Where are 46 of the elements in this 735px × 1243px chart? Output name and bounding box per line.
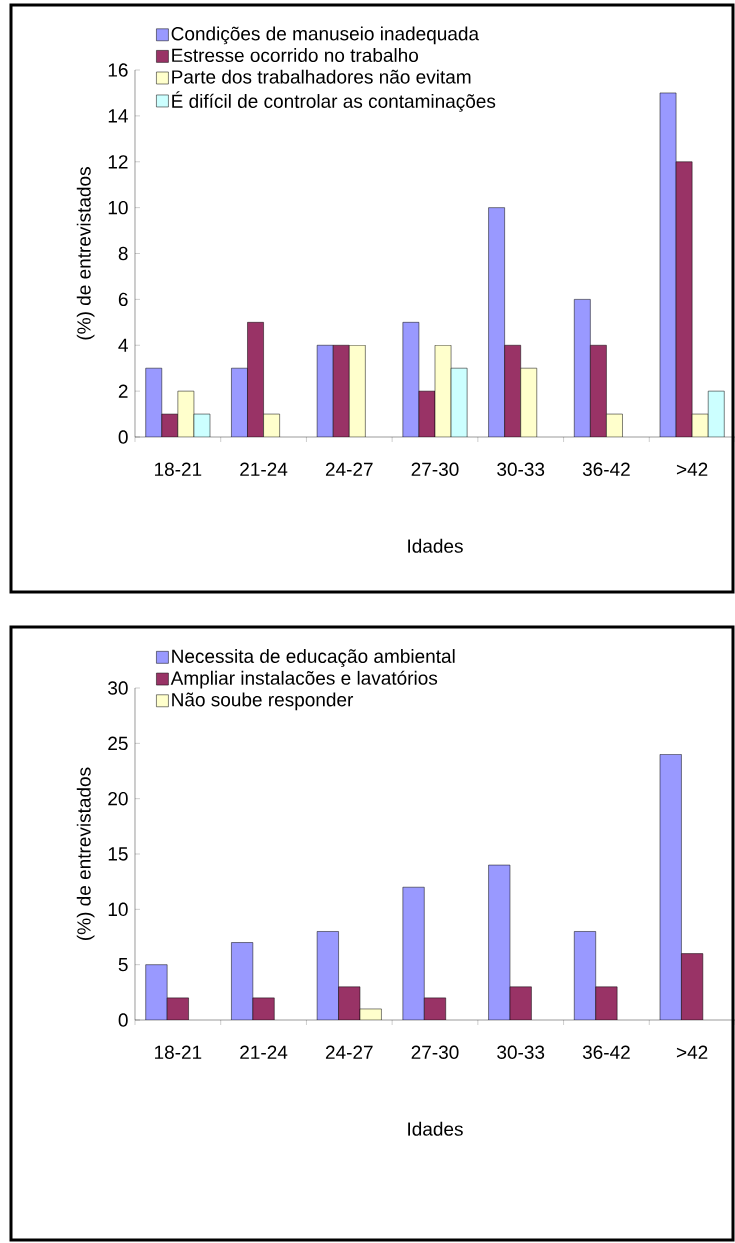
x-tick-label: 30-33 — [497, 1045, 545, 1059]
x-tick-label: 18-21 — [154, 1045, 202, 1059]
y-tick-label: 14 — [108, 109, 128, 123]
bar — [707, 390, 725, 438]
x-tick-label: >42 — [676, 462, 708, 476]
bar — [338, 986, 360, 1021]
bar — [509, 986, 532, 1021]
x-tick-label: 27-30 — [411, 1045, 459, 1059]
bar — [595, 986, 618, 1021]
y-axis-title: (%) de entrevistados — [76, 167, 95, 340]
x-tick-label: 18-21 — [154, 462, 202, 476]
x-tick-label: >42 — [676, 1045, 708, 1059]
legend-label: Ampliar instalacões e lavatórios — [170, 670, 438, 689]
y-tick-label: 25 — [108, 736, 128, 751]
y-tick-label: 10 — [108, 902, 128, 917]
y-tick-label: 16 — [108, 63, 128, 77]
x-tick-label: 24-27 — [325, 1045, 373, 1059]
legend-label: Estresse ocorrido no trabalho — [172, 48, 418, 63]
y-tick-label: 2 — [118, 384, 128, 398]
x-tick-label: 27-30 — [411, 462, 459, 476]
y-tick-label: 10 — [108, 200, 128, 215]
x-axis-title: Idades — [408, 538, 463, 553]
x-tick-label: 36-42 — [582, 1045, 630, 1059]
x-tick-label: 36-42 — [582, 462, 630, 476]
y-tick-label: 0 — [118, 430, 128, 444]
x-axis-title: Idades — [408, 1121, 463, 1136]
legend-label: É difícil de controlar as contaminações — [172, 91, 496, 112]
y-tick-label: 0 — [118, 1013, 128, 1027]
y-tick-label: 30 — [107, 681, 128, 695]
y-tick-label: 5 — [118, 958, 128, 972]
legend-label: Necessita de educação ambiental — [172, 649, 455, 667]
x-tick-label: 21-24 — [240, 1045, 288, 1059]
y-tick-label: 6 — [118, 292, 128, 307]
x-tick-label: 30-33 — [497, 462, 545, 476]
x-tick-label: 21-24 — [240, 462, 288, 476]
x-tick-label: 24-27 — [325, 462, 373, 476]
y-axis-title: (%) de entrevistados — [76, 767, 95, 940]
bar — [681, 953, 704, 1021]
legend-label: Condições de manuseio inadequada — [171, 26, 479, 45]
legend-label: Parte dos trabalhadores não evitam — [172, 69, 471, 84]
y-tick-label: 20 — [108, 791, 128, 806]
y-tick-label: 15 — [108, 847, 128, 861]
y-tick-label: 4 — [118, 338, 128, 352]
y-tick-label: 12 — [108, 155, 128, 169]
legend-label: Não soube responder — [172, 692, 353, 711]
y-tick-label: 8 — [118, 246, 128, 261]
